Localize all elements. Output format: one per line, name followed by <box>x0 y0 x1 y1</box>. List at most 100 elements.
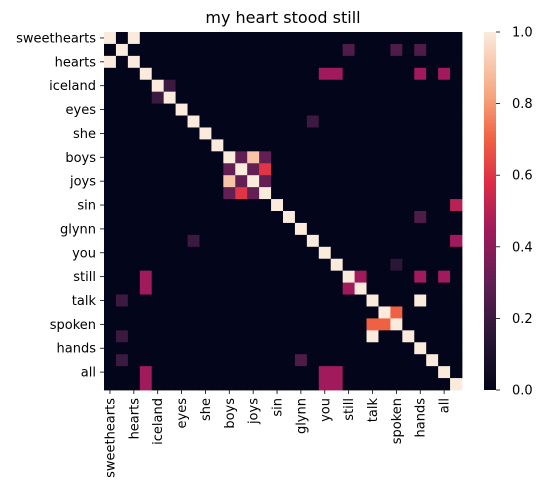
heatmap-cell <box>163 79 176 93</box>
heatmap-cell <box>139 318 153 331</box>
heatmap-cell <box>354 282 367 295</box>
heatmap-cell <box>354 270 367 283</box>
heatmap-cell <box>151 32 165 45</box>
x-tick-label: sweethearts <box>103 398 118 478</box>
heatmap-cell <box>199 222 212 236</box>
heatmap-cell <box>271 139 284 152</box>
heatmap-cell <box>402 246 415 260</box>
heatmap-cell <box>294 79 308 93</box>
heatmap-cell <box>163 115 176 128</box>
heatmap-cell <box>426 43 439 57</box>
heatmap-cell <box>450 103 463 116</box>
heatmap-cell <box>115 234 129 248</box>
heatmap-cell <box>414 55 427 69</box>
heatmap-cell <box>115 366 129 379</box>
heatmap-cell <box>259 258 272 272</box>
heatmap-cell <box>115 378 129 391</box>
heatmap-cell <box>139 211 153 224</box>
heatmap-cell <box>199 270 212 283</box>
heatmap-cell <box>139 342 153 355</box>
heatmap-cell <box>271 306 284 319</box>
heatmap-cell <box>199 139 212 152</box>
heatmap-cell <box>163 222 176 236</box>
heatmap-cell <box>175 354 188 367</box>
heatmap-cell <box>115 330 129 343</box>
heatmap-cell <box>187 79 200 93</box>
heatmap-cell <box>450 270 463 283</box>
heatmap-cell <box>223 199 236 212</box>
heatmap-cell <box>318 91 332 104</box>
heatmap-cell <box>426 199 439 212</box>
heatmap-cell <box>104 175 117 188</box>
heatmap-cell <box>450 258 463 272</box>
heatmap-cell <box>247 187 260 200</box>
heatmap-cell <box>414 330 427 343</box>
heatmap-cell <box>426 234 439 248</box>
heatmap-cell <box>247 67 260 81</box>
heatmap-cell <box>211 79 224 93</box>
heatmap-cell <box>187 115 200 128</box>
heatmap-cell <box>187 127 200 140</box>
heatmap-cell <box>414 67 427 81</box>
heatmap-cell <box>127 187 141 200</box>
heatmap-cell <box>306 67 320 81</box>
heatmap-cell <box>259 187 272 200</box>
heatmap-cell <box>354 91 367 104</box>
heatmap-cell <box>199 211 212 224</box>
heatmap-cell <box>151 199 165 212</box>
heatmap-cell <box>104 366 117 379</box>
heatmap-cell <box>151 366 165 379</box>
heatmap-cell <box>342 151 355 164</box>
heatmap-cell <box>104 211 117 224</box>
heatmap-cell <box>378 282 391 295</box>
heatmap-cell <box>390 187 403 200</box>
heatmap-cell <box>211 270 224 283</box>
colorbar-tick-label: 1.0 <box>512 26 533 41</box>
heatmap-cell <box>294 378 308 391</box>
heatmap-cell <box>247 211 260 224</box>
heatmap-cell <box>414 342 427 355</box>
heatmap-cell <box>342 211 355 224</box>
heatmap-cell <box>104 115 117 128</box>
heatmap-cell <box>306 103 320 116</box>
heatmap-cell <box>294 306 308 319</box>
heatmap-cell <box>378 43 391 57</box>
heatmap-cell <box>426 330 439 343</box>
heatmap-cell <box>247 163 260 176</box>
heatmap-cell <box>378 246 391 260</box>
heatmap-cell <box>306 306 320 319</box>
heatmap-cell <box>354 211 367 224</box>
heatmap-cell <box>235 354 248 367</box>
heatmap-cell <box>426 258 439 272</box>
heatmap-cell <box>271 199 284 212</box>
heatmap-cell <box>306 115 320 128</box>
heatmap-cell <box>283 258 296 272</box>
heatmap-cell <box>294 294 308 307</box>
heatmap-cell <box>366 67 379 81</box>
heatmap-cell <box>127 199 141 212</box>
heatmap-cell <box>378 175 391 188</box>
heatmap-cell <box>223 282 236 295</box>
heatmap-cell <box>235 306 248 319</box>
heatmap-cell <box>426 282 439 295</box>
heatmap-cell <box>247 222 260 236</box>
heatmap-cell <box>294 354 308 367</box>
heatmap-cell <box>426 366 439 379</box>
heatmap-cell <box>199 318 212 331</box>
heatmap-cell <box>390 163 403 176</box>
heatmap-cell <box>342 163 355 176</box>
heatmap-cell <box>104 282 117 295</box>
heatmap-cell <box>294 43 308 57</box>
heatmap-cell <box>211 43 224 57</box>
heatmap-cell <box>271 163 284 176</box>
heatmap-cell <box>235 258 248 272</box>
heatmap-cell <box>294 175 308 188</box>
heatmap-cell <box>283 32 296 45</box>
heatmap-cell <box>104 306 117 319</box>
heatmap-cell <box>330 306 344 319</box>
heatmap-cell <box>139 330 153 343</box>
heatmap-cell <box>247 199 260 212</box>
heatmap-cell <box>235 55 248 69</box>
heatmap-cell <box>127 294 141 307</box>
heatmap-cell <box>390 199 403 212</box>
